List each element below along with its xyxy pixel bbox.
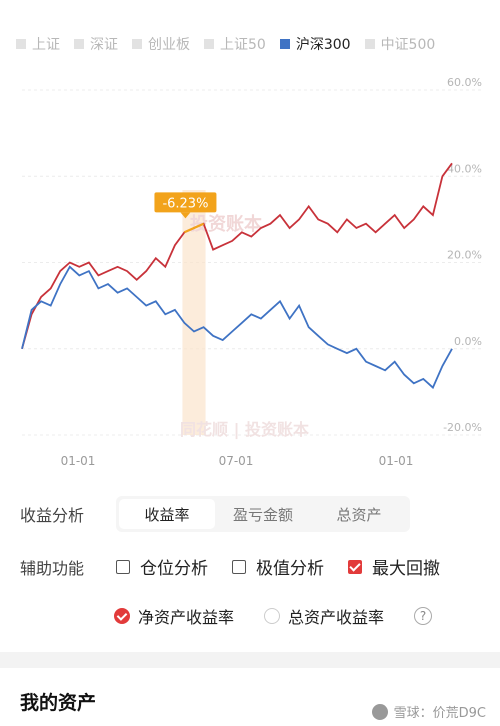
index-line <box>21 265 453 390</box>
legend-item-sh[interactable]: 上证 <box>16 34 60 54</box>
analysis-label: 收益分析 <box>20 506 85 525</box>
xueqiu-watermark: 雪球：价荒D9C <box>371 702 486 721</box>
radio-checked-icon <box>114 608 130 624</box>
tab-return-rate[interactable]: 收益率 <box>119 499 215 529</box>
section-divider <box>0 652 500 668</box>
legend-swatch <box>74 39 84 49</box>
help-icon[interactable]: ? <box>414 607 433 625</box>
y-tick-label: 0.0% <box>454 335 482 348</box>
legend-item-hs300[interactable]: 沪深300 <box>279 34 351 54</box>
checkbox-checked-icon <box>348 559 362 574</box>
y-tick-label: 40.0% <box>447 162 482 175</box>
legend-swatch <box>279 39 290 49</box>
x-tick-label: 01-01 <box>61 454 96 468</box>
legend-swatch <box>204 39 214 49</box>
position-analysis-checkbox[interactable]: 仓位分析 <box>116 554 208 579</box>
total-asset-return-radio[interactable]: 总资产收益率 <box>264 604 384 628</box>
legend-item-zz500[interactable]: 中证500 <box>364 34 435 54</box>
legend-swatch <box>132 39 142 49</box>
rate-row: 净资产收益率 总资产收益率 ? <box>114 604 433 628</box>
x-tick-label: 01-01 <box>379 454 414 468</box>
y-tick-label: 20.0% <box>447 249 482 262</box>
max-drawdown-checkbox[interactable]: 最大回撤 <box>348 554 440 579</box>
y-tick-label: -20.0% <box>443 421 482 434</box>
drawdown-line <box>183 222 205 234</box>
checkbox-icon <box>232 559 246 574</box>
analysis-row: 收益分析 收益率 盈亏金额 总资产 <box>20 496 410 532</box>
extreme-analysis-checkbox[interactable]: 极值分析 <box>232 554 324 579</box>
aux-row: 辅助功能 仓位分析 极值分析 最大回撤 <box>20 554 464 580</box>
analysis-segment: 收益率 盈亏金额 总资产 <box>116 496 410 532</box>
checkbox-icon <box>116 559 130 574</box>
drawdown-band <box>182 190 206 435</box>
y-tick-label: 60.0% <box>447 76 482 89</box>
assets-title: 我的资产 <box>20 692 97 714</box>
drawdown-badge-pointer <box>180 212 191 219</box>
aux-label: 辅助功能 <box>20 558 85 578</box>
xueqiu-logo-icon <box>371 703 388 720</box>
legend-item-cyb[interactable]: 创业板 <box>132 34 190 54</box>
legend-item-sh50[interactable]: 上证50 <box>204 34 266 54</box>
legend-swatch <box>364 39 375 49</box>
tab-total-assets[interactable]: 总资产 <box>336 505 382 524</box>
drawdown-badge <box>154 192 217 213</box>
portfolio-line <box>21 162 453 350</box>
chart-watermark-bottom: 同花顺 | 投资账本 <box>180 420 309 440</box>
legend-swatch <box>16 39 26 49</box>
legend: 上证 深证 创业板 上证50 沪深300 中证500 <box>16 34 486 54</box>
legend-item-sz[interactable]: 深证 <box>74 34 118 54</box>
radio-icon <box>264 608 281 624</box>
tab-profit-amount[interactable]: 盈亏金额 <box>232 505 293 524</box>
chart-watermark-top: 投资账本 <box>190 213 262 235</box>
net-asset-return-radio[interactable]: 净资产收益率 <box>114 604 234 628</box>
x-tick-label: 07-01 <box>219 454 254 468</box>
drawdown-label: -6.23% <box>162 196 208 211</box>
